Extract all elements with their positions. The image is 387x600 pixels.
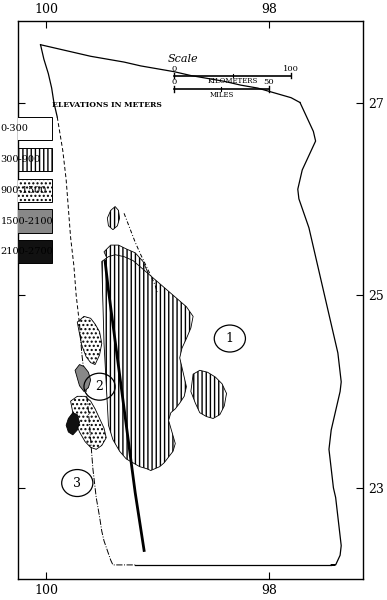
Polygon shape bbox=[107, 206, 120, 230]
Text: 3: 3 bbox=[73, 476, 81, 490]
Polygon shape bbox=[75, 365, 91, 392]
Text: ELEVATIONS IN METERS: ELEVATIONS IN METERS bbox=[52, 101, 161, 109]
Text: 300-900: 300-900 bbox=[0, 155, 41, 164]
Bar bbox=[7, 148, 52, 171]
Polygon shape bbox=[104, 245, 149, 292]
Text: 2100-2700: 2100-2700 bbox=[0, 247, 53, 256]
Text: 2: 2 bbox=[96, 380, 103, 393]
Text: KILOMETERS: KILOMETERS bbox=[207, 77, 258, 85]
Text: 900-1500: 900-1500 bbox=[0, 185, 47, 194]
Text: 1500-2100: 1500-2100 bbox=[0, 217, 53, 226]
Text: 0: 0 bbox=[171, 78, 177, 86]
Bar bbox=[7, 117, 52, 140]
Polygon shape bbox=[66, 413, 79, 435]
Polygon shape bbox=[70, 397, 106, 449]
Text: 1: 1 bbox=[226, 332, 234, 345]
Bar bbox=[7, 209, 52, 233]
Text: 100: 100 bbox=[283, 65, 299, 73]
Text: 50: 50 bbox=[264, 78, 274, 86]
Text: MILES: MILES bbox=[209, 91, 234, 99]
Text: Scale: Scale bbox=[168, 54, 199, 64]
Bar bbox=[7, 240, 52, 263]
Text: 0: 0 bbox=[171, 65, 177, 73]
Polygon shape bbox=[191, 370, 226, 418]
Polygon shape bbox=[77, 316, 102, 365]
Polygon shape bbox=[102, 255, 193, 470]
Text: 0-300: 0-300 bbox=[0, 124, 28, 133]
Bar bbox=[7, 179, 52, 202]
